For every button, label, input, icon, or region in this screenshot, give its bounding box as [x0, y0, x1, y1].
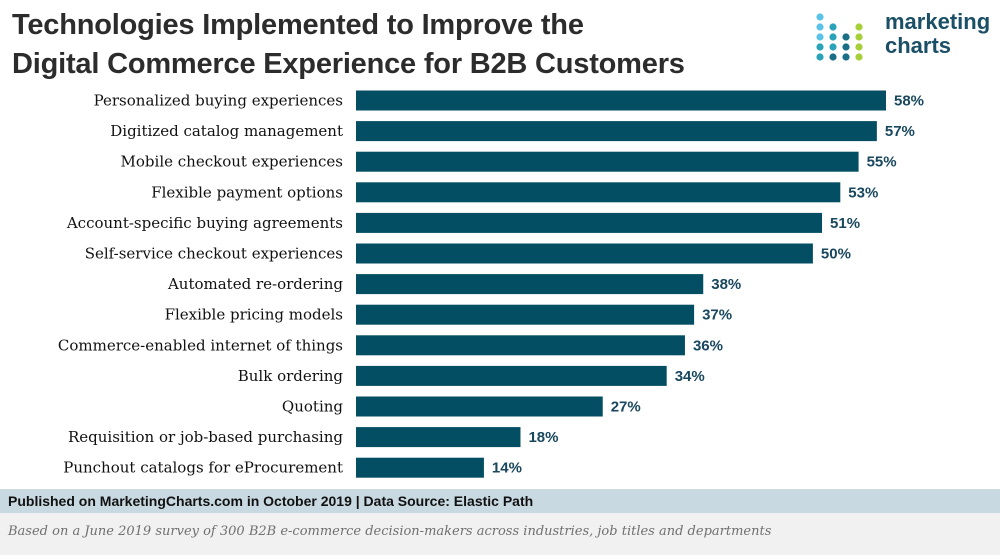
bar — [356, 212, 823, 233]
value-label: 37% — [702, 307, 732, 324]
bar — [356, 427, 521, 448]
value-label: 27% — [611, 399, 641, 416]
logo-dot — [842, 53, 850, 61]
methodology-note-area: Based on a June 2019 survey of 300 B2B e… — [0, 513, 1000, 555]
category-label: Automated re-ordering — [167, 275, 343, 293]
category-label: Punchout catalogs for eProcurement — [63, 459, 343, 477]
category-label: Requisition or job-based purchasing — [68, 428, 343, 446]
logo-dot — [855, 43, 863, 51]
logo-text-line-1: marketing — [885, 9, 991, 34]
logo-dot — [829, 33, 837, 41]
category-label: Bulk ordering — [238, 367, 344, 385]
category-label: Self-service checkout experiences — [85, 245, 343, 263]
category-label: Flexible payment options — [151, 183, 343, 201]
bar — [356, 151, 859, 172]
logo-text: marketing charts — [885, 10, 990, 58]
logo-dot — [816, 53, 824, 61]
logo-dot — [816, 23, 824, 31]
bar — [356, 335, 685, 356]
value-label: 55% — [867, 154, 897, 171]
source-bar: Published on MarketingCharts.com in Octo… — [0, 489, 1000, 513]
bar — [356, 365, 667, 386]
bar-chart: Personalized buying experiences 58% Digiti… — [58, 90, 924, 478]
value-label: 53% — [848, 184, 878, 201]
logo-dot — [855, 23, 863, 31]
category-label: Personalized buying experiences — [94, 92, 343, 110]
source-text: Published on MarketingCharts.com in Octo… — [8, 493, 534, 509]
logo-text-line-2: charts — [885, 33, 952, 58]
category-label: Flexible pricing models — [165, 306, 343, 324]
value-label: 18% — [528, 429, 558, 446]
bar — [356, 182, 841, 203]
value-label: 36% — [693, 337, 723, 354]
bar — [356, 121, 877, 142]
category-label: Mobile checkout experiences — [121, 153, 343, 171]
category-label: Digitized catalog management — [110, 122, 343, 140]
title-line-2: Digital Commerce Experience for B2B Cust… — [12, 48, 685, 80]
value-label: 51% — [830, 215, 860, 232]
logo-dot — [855, 53, 863, 61]
value-label: 58% — [894, 93, 924, 110]
bar — [356, 396, 603, 417]
logo-dot — [829, 53, 837, 61]
methodology-note: Based on a June 2019 survey of 300 B2B e… — [8, 524, 772, 539]
logo-dot — [855, 33, 863, 41]
category-label: Commerce-enabled internet of things — [58, 336, 343, 354]
chart-title: Technologies Implemented to Improve the … — [12, 6, 772, 84]
logo-dot — [816, 13, 824, 21]
logo-dots-icon — [816, 13, 863, 61]
logo-dot — [816, 33, 824, 41]
bar — [356, 243, 813, 264]
value-label: 57% — [885, 123, 915, 140]
logo-dot — [842, 43, 850, 51]
value-label: 50% — [821, 246, 851, 263]
logo-dot — [829, 23, 837, 31]
bar — [356, 90, 886, 111]
bar — [356, 457, 484, 478]
category-label: Account-specific buying agreements — [66, 214, 343, 232]
value-label: 38% — [711, 276, 741, 293]
value-label: 34% — [675, 368, 705, 385]
category-label: Quoting — [282, 398, 343, 416]
bar — [356, 304, 695, 325]
logo-dot — [829, 43, 837, 51]
marketingcharts-logo[interactable]: marketing charts — [815, 10, 995, 66]
logo-dot — [842, 33, 850, 41]
logo-dot — [816, 43, 824, 51]
value-label: 14% — [492, 460, 522, 477]
title-line-1: Technologies Implemented to Improve the — [12, 9, 584, 41]
bar — [356, 274, 704, 295]
